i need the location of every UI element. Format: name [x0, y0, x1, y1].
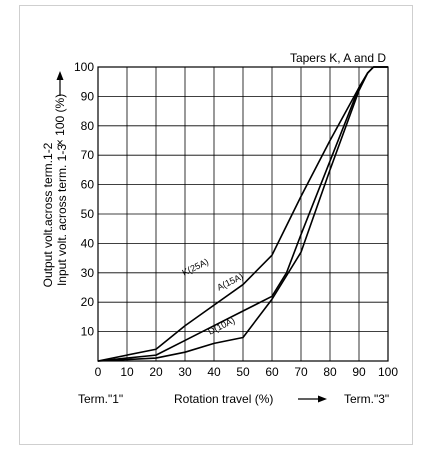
- y-axis-arrow: [56, 71, 64, 96]
- series-lines: [97, 66, 388, 362]
- x-tick-label: 80: [323, 365, 337, 379]
- y-tick-labels: 10 20 30 40 50 60 70 80 90 100: [74, 60, 94, 339]
- x-tick-label: 20: [149, 365, 163, 379]
- y-tick-label: 50: [81, 207, 95, 221]
- y-axis-label-line1: Output volt.across term.1-2: [41, 142, 55, 287]
- y-tick-label: 20: [81, 295, 95, 309]
- x-axis-left-label: Term."1": [78, 392, 123, 406]
- x-tick-label: 40: [207, 365, 221, 379]
- grid: [97, 66, 389, 361]
- x-tick-label: 50: [236, 365, 250, 379]
- x-tick-label: 0: [95, 365, 102, 379]
- chart-title: Tapers K, A and D: [290, 51, 386, 65]
- series-labels: K(25A)A(15A)D(10A): [181, 257, 245, 337]
- y-tick-label: 60: [81, 178, 95, 192]
- x-tick-label: 100: [378, 365, 398, 379]
- plot-frame: [97, 66, 389, 362]
- chart-panel: [19, 5, 413, 445]
- x-axis-arrow: [298, 395, 327, 403]
- series-label: A(15A): [215, 271, 245, 292]
- x-axis-label: Rotation travel (%): [174, 392, 273, 406]
- x-tick-label: 70: [294, 365, 308, 379]
- y-tick-label: 70: [81, 148, 95, 162]
- series-line: [97, 66, 388, 362]
- y-tick-label: 40: [81, 236, 95, 250]
- x-tick-label: 10: [120, 365, 134, 379]
- x-tick-labels: 0 10 20 30 40 50 60 70 80 90 100: [95, 365, 399, 379]
- x-tick-label: 30: [178, 365, 192, 379]
- y-axis-label-line2: Input volt. across term. 1-3: [55, 144, 69, 286]
- y-tick-label: 90: [81, 89, 95, 103]
- series-label: D(10A): [206, 315, 236, 336]
- y-axis-multiplier: × 100 (%): [53, 94, 67, 146]
- y-tick-label: 10: [81, 325, 95, 339]
- x-axis-right-label: Term."3": [344, 392, 389, 406]
- y-tick-label: 80: [81, 119, 95, 133]
- x-tick-label: 90: [352, 365, 366, 379]
- y-tick-label: 30: [81, 266, 95, 280]
- x-tick-label: 60: [265, 365, 279, 379]
- y-tick-label: 100: [74, 60, 94, 74]
